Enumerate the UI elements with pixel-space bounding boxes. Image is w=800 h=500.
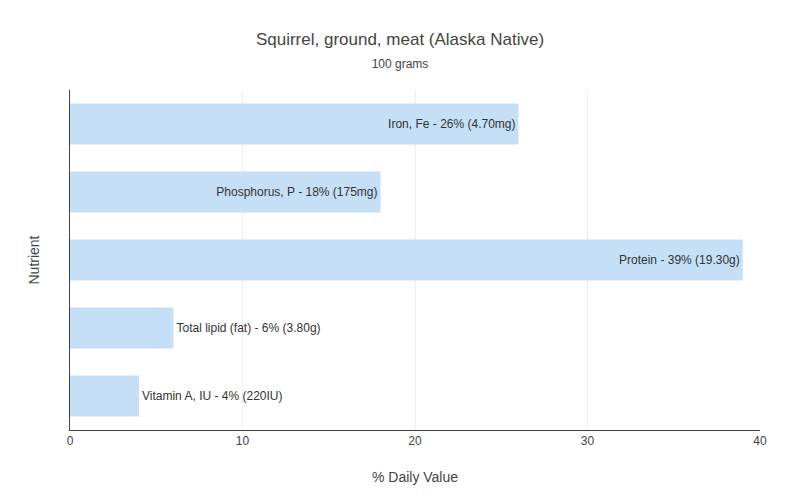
svg-text:0: 0: [67, 434, 74, 448]
svg-text:Nutrient: Nutrient: [26, 235, 42, 284]
svg-text:Vitamin A, IU - 4% (220IU): Vitamin A, IU - 4% (220IU): [142, 389, 283, 403]
svg-text:Total lipid (fat) - 6% (3.80g): Total lipid (fat) - 6% (3.80g): [177, 321, 321, 335]
svg-text:100 grams: 100 grams: [372, 57, 429, 71]
svg-text:40: 40: [753, 434, 767, 448]
svg-text:20: 20: [408, 434, 422, 448]
svg-text:Iron, Fe - 26% (4.70mg): Iron, Fe - 26% (4.70mg): [388, 117, 515, 131]
svg-text:30: 30: [581, 434, 595, 448]
svg-text:Protein - 39% (19.30g): Protein - 39% (19.30g): [619, 253, 740, 267]
svg-text:10: 10: [236, 434, 250, 448]
svg-text:Squirrel, ground, meat (Alaska: Squirrel, ground, meat (Alaska Native): [256, 30, 544, 49]
svg-text:% Daily Value: % Daily Value: [372, 469, 458, 485]
svg-text:Phosphorus, P - 18% (175mg): Phosphorus, P - 18% (175mg): [216, 185, 377, 199]
